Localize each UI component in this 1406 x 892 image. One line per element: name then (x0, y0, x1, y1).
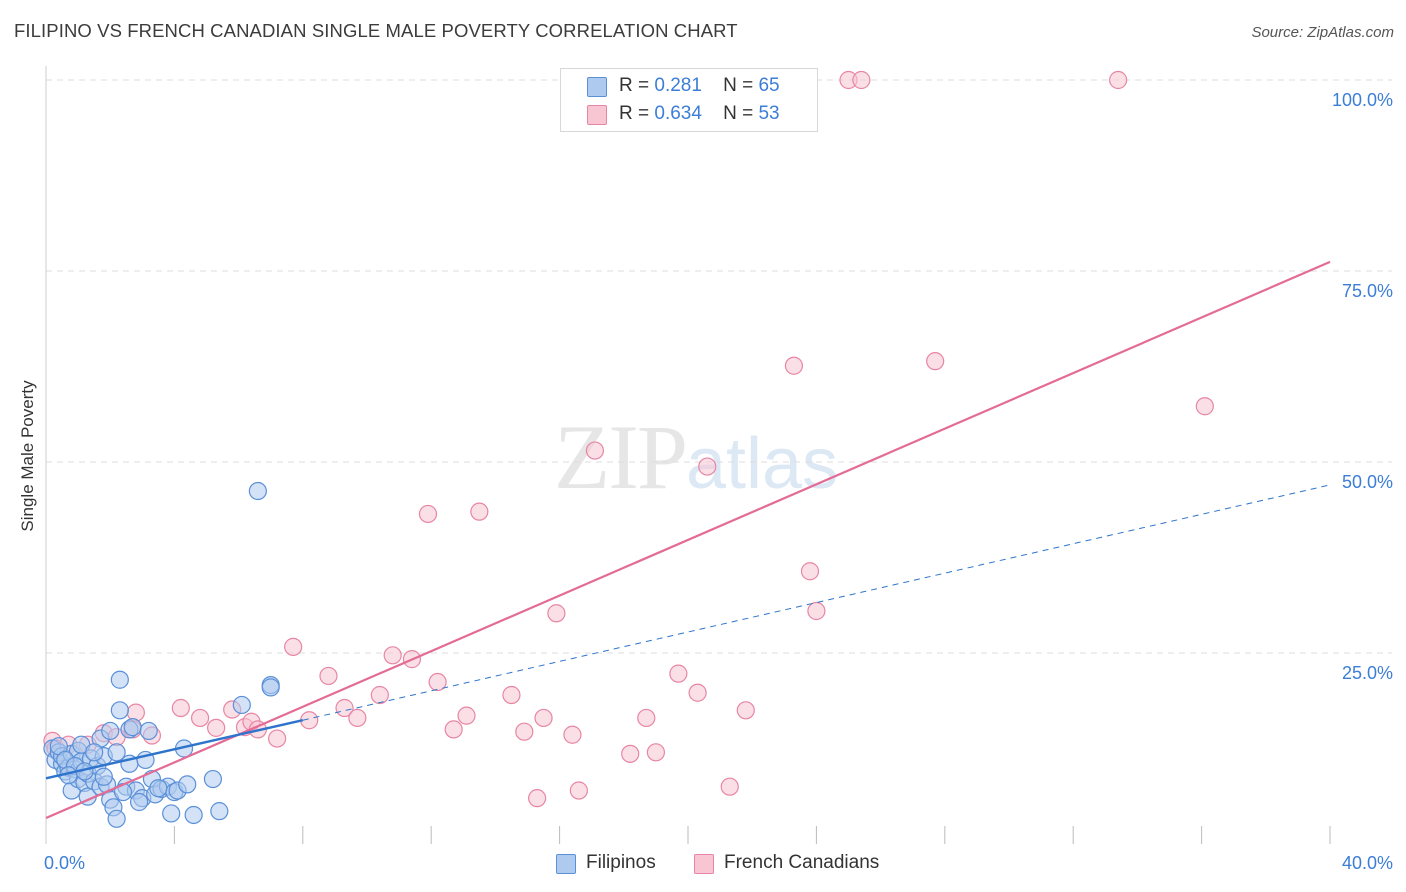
bottom-legend-label: Filipinos (586, 852, 656, 873)
french-canadian-point (534, 708, 553, 728)
french-canadian-point (669, 664, 688, 683)
legend-r-value: 0.634 (654, 103, 702, 124)
filipino-point (139, 721, 158, 741)
filipino-point (248, 481, 267, 501)
filipino-trendline (45, 719, 304, 780)
french-canadian-point (348, 708, 367, 728)
bottom-legend-label: French Canadians (724, 852, 880, 873)
french-canadian-point (515, 722, 534, 741)
legend-r-value: 0.281 (654, 75, 702, 96)
french-canadian-point (852, 70, 871, 90)
watermark: ZIPatlas (554, 404, 838, 510)
filipino-point (232, 695, 251, 715)
french-canadian-point (502, 685, 521, 705)
french-canadian-trendline (45, 260, 1331, 820)
filipino-point (203, 769, 223, 789)
watermark-zip: ZIP (554, 406, 688, 508)
legend-n-value: 65 (758, 75, 780, 96)
y-tick-label: 75.0% (1342, 281, 1393, 301)
chart-title: FILIPINO VS FRENCH CANADIAN SINGLE MALE … (14, 20, 738, 41)
french-canadian-point (807, 601, 826, 621)
french-canadian-point (926, 352, 945, 371)
french-canadian-point (457, 706, 476, 725)
filipino-point (110, 701, 129, 720)
filipino-point (110, 670, 129, 689)
legend-n-label: N = (723, 75, 754, 96)
filipino-point (85, 743, 104, 762)
french-canadian-point (207, 718, 226, 737)
french-canadian-point (688, 683, 707, 702)
french-canadian-point (784, 356, 804, 375)
french-canadian-point (621, 744, 640, 763)
french-canadian-point (284, 637, 303, 656)
legend-box: R = 0.281 N = 65 R = 0.634 N = 53 (560, 68, 818, 132)
filipino-point (210, 802, 229, 821)
french-canadian-point (370, 685, 389, 705)
filipino-point (107, 743, 126, 762)
y-tick-label: 25.0% (1342, 663, 1393, 683)
legend-n-label: N = (723, 103, 754, 124)
french-canadian-point (563, 725, 582, 744)
french-canadian-point (720, 777, 739, 796)
french-canadian-point (444, 720, 463, 739)
french-canadian-point (418, 504, 438, 524)
french-canadian-point (171, 698, 190, 718)
filipino-point (261, 678, 280, 697)
filipino-point (123, 718, 142, 737)
filipino-point (178, 775, 197, 794)
french-canadian-point (698, 457, 717, 476)
legend-r-label: R = (619, 103, 650, 124)
french-canadian-point (470, 502, 489, 521)
french-canadian-point (1109, 70, 1128, 90)
filipino-point (149, 779, 168, 798)
french-canadian-point (646, 743, 666, 762)
french-canadian-point (800, 562, 820, 581)
french-canadian-point (190, 708, 210, 728)
legend-n-value: 53 (758, 103, 780, 124)
filipino-point (94, 767, 113, 786)
y-tick-label: 100.0% (1332, 90, 1393, 110)
french-canadian-point (1195, 397, 1214, 416)
legend-swatch-pink (587, 105, 607, 125)
source-label: Source: ZipAtlas.com (1251, 24, 1394, 41)
x-tick-label: 0.0% (44, 853, 85, 873)
legend-text-french-canadians: R = 0.634 N = 53 (619, 103, 780, 125)
x-tick-label: 40.0% (1342, 853, 1393, 873)
french-canadian-point (428, 672, 447, 692)
legend-text-filipinos: R = 0.281 N = 65 (619, 75, 780, 97)
filipino-point (107, 809, 126, 828)
french-canadian-point (335, 698, 354, 718)
french-canadian-point (547, 604, 566, 623)
french-canadian-point (569, 781, 588, 800)
bottom-legend-swatch-pink (694, 854, 714, 874)
legend-r-label: R = (619, 75, 650, 96)
french-canadian-point (383, 646, 402, 665)
french-canadian-point (268, 729, 287, 748)
french-canadian-point (585, 441, 605, 460)
filipino-point (129, 792, 149, 812)
y-tick-label: 50.0% (1342, 472, 1393, 492)
french-canadian-point (736, 701, 755, 720)
french-canadian-point (319, 666, 338, 686)
filipino-point (184, 805, 203, 825)
legend-swatch-blue (587, 77, 607, 97)
french-canadian-point (528, 789, 547, 808)
bottom-legend-swatch-blue (556, 854, 576, 874)
filipino-point (162, 804, 181, 823)
filipino-point (101, 721, 120, 741)
french-canadian-point (637, 708, 656, 728)
